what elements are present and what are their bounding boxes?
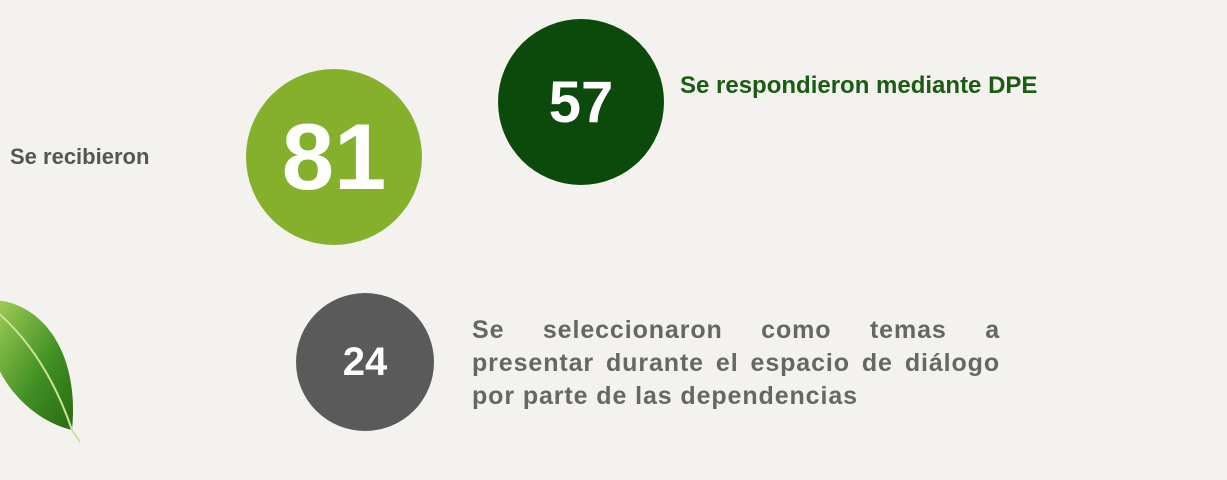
selected-label: Se seleccionaron como temas a presentar … [472,316,1000,410]
received-label: Se recibieron [10,144,150,169]
page: Se recibieron 81 57 Se respondieron medi… [0,19,1038,443]
leaf [0,300,81,443]
answered-label: Se respondieron mediante DPE [680,72,1038,99]
answered-circle: 57 [498,19,664,185]
received-circle: 81 [246,69,422,245]
selected-circle: 24 [296,293,434,431]
